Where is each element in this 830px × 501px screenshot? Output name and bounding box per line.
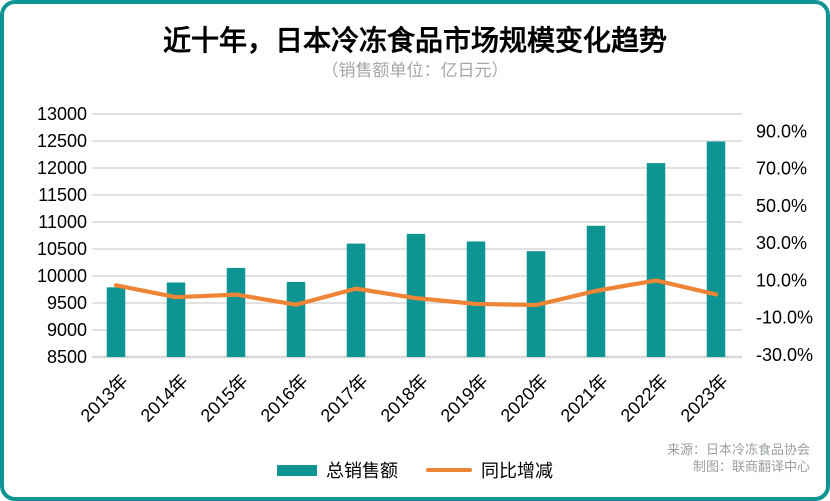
x-axis-label-2017年: 2017年 [317,371,372,426]
right-axis-tick-labels: 90.0% 70.0% 50.0% 30.0% 10.0% -10.0% -30.0% [756,121,813,365]
bar-2018年 [406,233,426,357]
left-axis-label-10000: 10000 [37,266,87,286]
x-axis-label-2022年: 2022年 [617,371,672,426]
legend-label-yoy-change: 同比增减 [481,461,553,481]
line-series-yoy-change [113,278,719,308]
x-axis-label-2013年: 2013年 [77,371,132,426]
left-axis-label-12000: 12000 [37,158,87,178]
x-axis-label-2018年: 2018年 [377,371,432,426]
left-axis-label-9000: 9000 [47,320,87,340]
chart-footer: 来源：日本冷冻食品协会 制图：联商翻译中心 [667,441,810,475]
bar-2013年 [106,287,126,357]
combo-chart-canvas: 13000 12500 12000 11500 11000 10500 10000 9500 9… [37,104,813,426]
bar-2022年 [646,163,666,357]
maker-credit: 制图：联商翻译中心 [692,459,810,474]
chart-title: 近十年，日本冷冻食品市场规模变化趋势 [162,25,667,56]
yoy-change-line [113,278,719,308]
bar-2014年 [166,282,186,357]
left-axis-label-13000: 13000 [37,104,87,124]
x-axis-label-2019年: 2019年 [437,371,492,426]
x-axis-label-2016年: 2016年 [257,371,312,426]
right-axis-label-10.0%: 10.0% [756,270,807,290]
left-axis-label-9500: 9500 [47,293,87,313]
left-axis-label-11000: 11000 [38,212,87,232]
x-axis-tick-labels: 2013年 2014年 2015年 2016年 2017年 2018年 2019年 2020年… [77,371,732,426]
bar-2015年 [226,267,246,357]
legend-item-yoy-change: 同比增减 [426,457,553,483]
right-axis-label--30.0%: -30.0% [756,345,813,365]
x-axis-label-2023年: 2023年 [677,371,732,426]
right-axis-label--10.0%: -10.0% [756,308,813,328]
right-axis-label-90.0%: 90.0% [756,121,807,141]
chart-subtitle: （销售额单位：亿日元） [321,61,509,80]
right-axis-label-70.0%: 70.0% [756,159,807,179]
x-axis-label-2015年: 2015年 [197,371,252,426]
left-axis-label-8500: 8500 [47,347,87,367]
legend-item-total-sales: 总销售额 [277,457,398,483]
right-axis-label-30.0%: 30.0% [756,233,807,253]
left-axis-label-11500: 11500 [38,185,87,205]
bar-series-swatch [277,464,317,476]
left-axis-label-12500: 12500 [37,131,87,151]
right-axis-label-50.0%: 50.0% [756,196,807,216]
bar-2019年 [466,241,486,357]
legend-label-total-sales: 总销售额 [326,461,398,481]
line-series-swatch [426,468,472,472]
x-axis-label-2021年: 2021年 [557,371,612,426]
x-axis-label-2014年: 2014年 [137,371,192,426]
bar-2023年 [706,141,726,357]
x-axis-label-2020年: 2020年 [497,371,552,426]
left-axis-label-10500: 10500 [37,239,87,259]
bar-series-total-sales [106,141,726,357]
bar-2016年 [286,281,306,357]
bar-2017年 [346,243,366,357]
left-axis-tick-labels: 13000 12500 12000 11500 11000 10500 10000 9500 9… [37,104,87,367]
source-credit: 来源：日本冷冻食品协会 [666,442,810,457]
chart-legend: 总销售额 同比增减 [4,457,826,483]
